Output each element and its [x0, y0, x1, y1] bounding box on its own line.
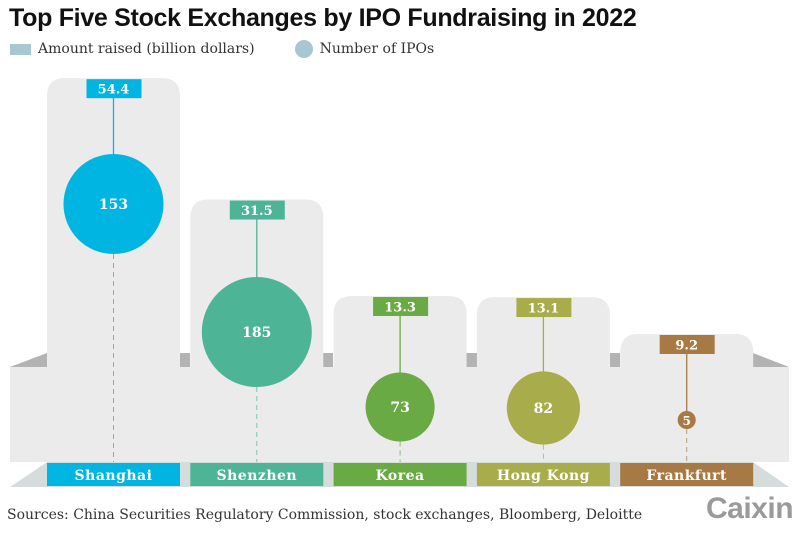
stage-right-slant: [753, 353, 789, 367]
amount-label: 9.2: [675, 339, 698, 354]
amount-box: [373, 297, 429, 317]
category-bar: [620, 463, 754, 486]
chart-area: 54.4 153 Shanghai 31.5 185 Shenzhen 13.3 73 Kore…: [10, 78, 789, 487]
amount-box: [229, 200, 285, 220]
ipo-count-label: 5: [683, 414, 691, 428]
ipo-count-label: 153: [99, 197, 128, 213]
legend-amount-label: Amount raised (billion dollars): [38, 41, 255, 57]
amount-label: 31.5: [241, 204, 273, 219]
legend-amount-swatch: [10, 43, 31, 55]
category-bar: [190, 463, 324, 486]
category-label: Korea: [376, 468, 425, 484]
ipo-count-label: 185: [242, 325, 271, 341]
ipo-bubble: [63, 153, 164, 255]
legend-ipo-swatch: [294, 40, 313, 58]
amount-box: [516, 298, 572, 318]
category-bar: [476, 463, 610, 486]
caixin-logo: Caixin: [706, 492, 794, 525]
ipo-bubble: [506, 371, 581, 445]
category-label: Shenzhen: [217, 468, 298, 484]
category-bar: [333, 463, 467, 486]
amount-label: 54.4: [98, 83, 130, 98]
amount-label: 13.1: [528, 302, 560, 317]
category-label: Shanghai: [75, 468, 153, 484]
stage-left-slant: [10, 353, 47, 367]
stage-divider: [323, 353, 333, 367]
amount-label: 13.3: [384, 301, 416, 316]
stage-divider: [610, 353, 620, 367]
ipo-bubble: [677, 410, 696, 430]
category-label: Hong Kong: [497, 468, 590, 484]
legend: Amount raised (billion dollars) Number o…: [10, 40, 434, 58]
ipo-count-label: 82: [534, 401, 553, 417]
amount-box: [86, 79, 142, 99]
stage-divider: [466, 353, 477, 367]
ipo-bubble: [201, 277, 312, 387]
category-label: Frankfurt: [646, 468, 727, 484]
amount-box: [659, 335, 715, 354]
ipo-count-label: 73: [390, 400, 409, 416]
stage-divider: [180, 353, 190, 367]
ipo-bubble: [365, 372, 435, 442]
source-note: Sources: China Securities Regulatory Com…: [7, 507, 643, 523]
category-bar: [47, 463, 180, 486]
chart-title: Top Five Stock Exchanges by IPO Fundrais…: [9, 4, 637, 32]
legend-ipo-label: Number of IPOs: [319, 41, 435, 57]
